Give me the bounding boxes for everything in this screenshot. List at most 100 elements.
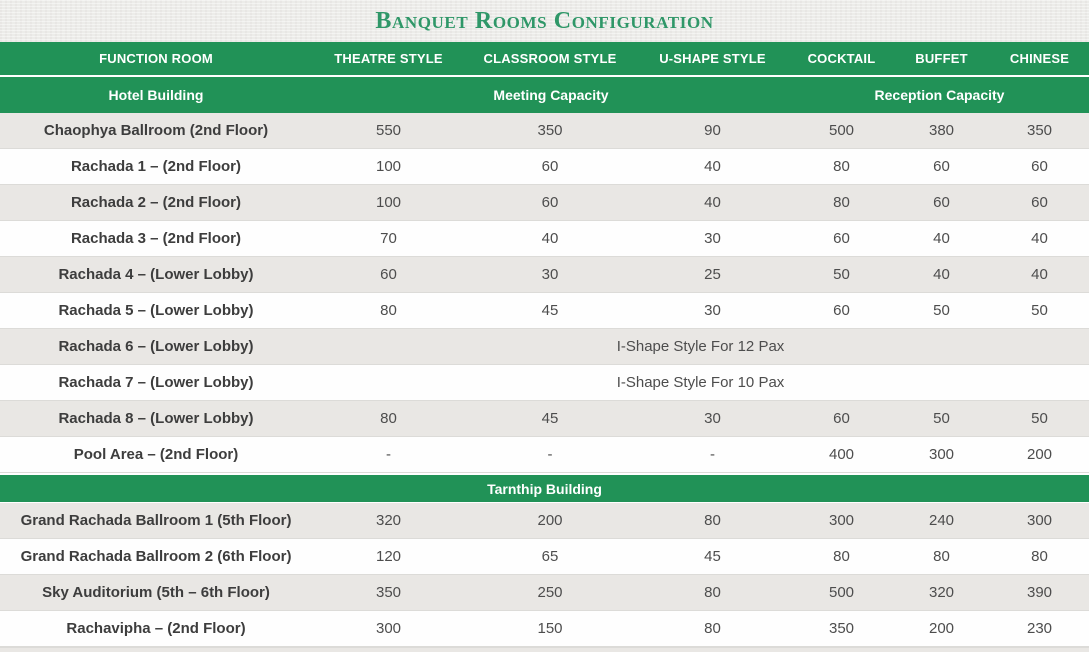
capacity-cell: 120 (312, 539, 465, 575)
capacity-cell: 320 (893, 575, 990, 611)
capacity-cell: 40 (465, 221, 635, 257)
capacity-cell: 45 (465, 293, 635, 329)
capacity-cell: 500 (790, 575, 893, 611)
capacity-cell: 50 (893, 401, 990, 437)
capacity-cell: 80 (990, 539, 1089, 575)
table-row: Pool Area – (2nd Floor) - - -400 300 200 (0, 437, 1089, 473)
capacity-cell: 500 (790, 113, 893, 149)
capacity-cell: 150 (465, 611, 635, 647)
room-name-cell: Rachada 5 – (Lower Lobby) (0, 293, 312, 329)
capacity-cell: 80 (790, 149, 893, 185)
table-row: Rachada 6 – (Lower Lobby) I-Shape Style F… (0, 329, 1089, 365)
title-bar: Banquet Rooms Configuration (0, 0, 1089, 42)
table-row: Rachada 3 – (2nd Floor) 70 40 30 60 40 40 (0, 221, 1089, 257)
room-name-cell: Rachada 2 – (2nd Floor) (0, 185, 312, 221)
page-title: Banquet Rooms Configuration (375, 7, 714, 34)
capacity-cell: 60 (465, 185, 635, 221)
section-label: Reception Capacity (790, 77, 1089, 113)
column-header-function-room: FUNCTION ROOM (0, 42, 312, 77)
capacity-cell: 60 (893, 149, 990, 185)
capacity-cell: 80 (635, 611, 790, 647)
capacity-cell: 80 (790, 539, 893, 575)
capacity-cell: 50 (893, 293, 990, 329)
room-name-cell: Grand Rachada Ballroom 2 (6th Floor) (0, 539, 312, 575)
column-header-u-shape-style: U-SHAPE STYLE (635, 42, 790, 77)
room-name-cell: Rachavipha – (2nd Floor) (0, 611, 312, 647)
capacity-cell: 30 (635, 293, 790, 329)
column-header-theatre-style: THEATRE STYLE (312, 42, 465, 77)
capacity-cell: 25 (635, 257, 790, 293)
capacity-cell: 300 (990, 503, 1089, 539)
room-name-cell: Rachada 6 – (Lower Lobby) (0, 329, 312, 365)
capacity-cell: 350 (990, 113, 1089, 149)
table-head: FUNCTION ROOM THEATRE STYLE CLASSROOM STYL… (0, 42, 1089, 77)
capacity-cell: 50 (790, 257, 893, 293)
capacity-cell: 60 (465, 149, 635, 185)
capacity-cell: - (635, 437, 790, 473)
capacity-cell: 60 (990, 185, 1089, 221)
capacity-cell: 80 (790, 185, 893, 221)
capacity-cell: 45 (635, 539, 790, 575)
span-note-cell: I-Shape Style For 10 Pax (312, 365, 1089, 401)
table-row: Rachada 1 – (2nd Floor) 100 60 40 80 60 60 (0, 149, 1089, 185)
capacity-cell: 200 (893, 611, 990, 647)
capacity-cell: 550 (312, 113, 465, 149)
room-name-cell: Rachada 8 – (Lower Lobby) (0, 401, 312, 437)
capacity-cell: 40 (635, 149, 790, 185)
section-header-row: Tarnthip Building (0, 473, 1089, 503)
room-name-cell: Sky Auditorium (5th – 6th Floor) (0, 575, 312, 611)
column-header-chinese: CHINESE (990, 42, 1089, 77)
table-body: Hotel Building Meeting Capacity Reception … (0, 77, 1089, 647)
capacity-cell: 40 (990, 257, 1089, 293)
span-note-cell: I-Shape Style For 12 Pax (312, 329, 1089, 365)
capacity-cell: 80 (893, 539, 990, 575)
capacity-cell: 60 (790, 401, 893, 437)
capacity-cell: 40 (893, 221, 990, 257)
room-name-cell: Rachada 3 – (2nd Floor) (0, 221, 312, 257)
table-row: Rachavipha – (2nd Floor) 300 150 80 350 200 23… (0, 611, 1089, 647)
capacity-cell: 70 (312, 221, 465, 257)
capacity-cell: 300 (312, 611, 465, 647)
capacity-cell: 60 (893, 185, 990, 221)
next-row-sliver (0, 647, 1089, 652)
capacity-cell: 350 (465, 113, 635, 149)
capacity-cell: 380 (893, 113, 990, 149)
capacity-cell: 30 (465, 257, 635, 293)
table-row: Rachada 4 – (Lower Lobby) 60 30 25 50 40 40 (0, 257, 1089, 293)
capacity-cell: 30 (635, 221, 790, 257)
room-name-cell: Rachada 4 – (Lower Lobby) (0, 257, 312, 293)
capacity-cell: 250 (465, 575, 635, 611)
table-row: Grand Rachada Ballroom 2 (6th Floor) 120 6… (0, 539, 1089, 575)
table-row: Grand Rachada Ballroom 1 (5th Floor) 320 2… (0, 503, 1089, 539)
capacity-cell: 200 (990, 437, 1089, 473)
column-header-cocktail: COCKTAIL (790, 42, 893, 77)
capacity-cell: 200 (465, 503, 635, 539)
capacity-cell: 300 (790, 503, 893, 539)
table-row: Rachada 7 – (Lower Lobby) I-Shape Style F… (0, 365, 1089, 401)
capacity-cell: 240 (893, 503, 990, 539)
section-label: Tarnthip Building (0, 473, 1089, 503)
capacity-cell: - (312, 437, 465, 473)
room-name-cell: Chaophya Ballroom (2nd Floor) (0, 113, 312, 149)
capacity-cell: 400 (790, 437, 893, 473)
capacity-cell: 40 (635, 185, 790, 221)
table-row: Sky Auditorium (5th – 6th Floor) 350 250 80… (0, 575, 1089, 611)
capacity-cell: 80 (635, 575, 790, 611)
capacity-cell: 300 (893, 437, 990, 473)
capacity-cell: 100 (312, 149, 465, 185)
capacity-cell: 65 (465, 539, 635, 575)
capacity-cell: - (465, 437, 635, 473)
room-name-cell: Grand Rachada Ballroom 1 (5th Floor) (0, 503, 312, 539)
room-name-cell: Pool Area – (2nd Floor) (0, 437, 312, 473)
column-header-buffet: BUFFET (893, 42, 990, 77)
room-name-cell: Rachada 1 – (2nd Floor) (0, 149, 312, 185)
table-header-row: FUNCTION ROOM THEATRE STYLE CLASSROOM STYL… (0, 42, 1089, 77)
banquet-rooms-table: FUNCTION ROOM THEATRE STYLE CLASSROOM STYL… (0, 42, 1089, 647)
table-row: Rachada 2 – (2nd Floor) 100 60 40 80 60 60 (0, 185, 1089, 221)
capacity-cell: 50 (990, 401, 1089, 437)
capacity-cell: 60 (312, 257, 465, 293)
table-row: Rachada 8 – (Lower Lobby) 80 45 30 60 50 50 (0, 401, 1089, 437)
capacity-cell: 350 (790, 611, 893, 647)
capacity-cell: 230 (990, 611, 1089, 647)
capacity-cell: 45 (465, 401, 635, 437)
